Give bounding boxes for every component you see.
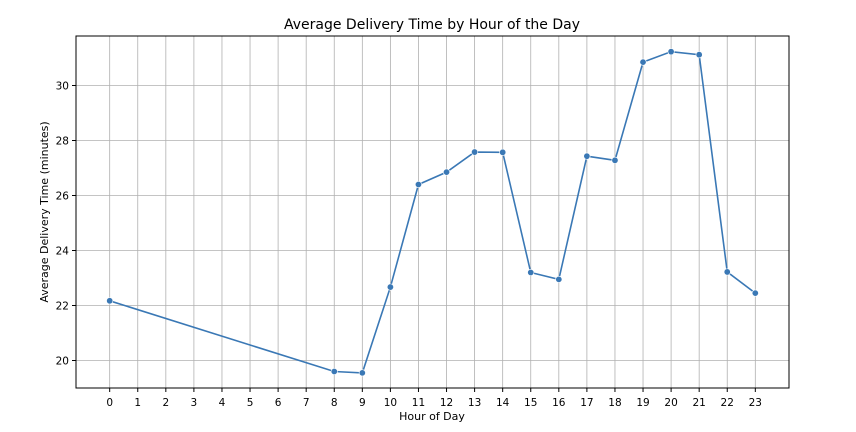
- data-point: [358, 369, 366, 377]
- data-point: [667, 48, 675, 56]
- x-axis-label: Hour of Day: [399, 410, 465, 423]
- plot-frame: [75, 35, 790, 389]
- x-tick-label: 3: [191, 397, 198, 409]
- y-tick-label: 24: [56, 246, 70, 258]
- y-tick-label: 20: [56, 356, 69, 368]
- data-point: [583, 152, 591, 160]
- x-tick-label: 14: [496, 397, 510, 409]
- x-tick-label: 6: [275, 397, 282, 409]
- series-line: [109, 50, 756, 374]
- y-axis-label: Average Delivery Time (minutes): [38, 121, 51, 302]
- x-tick-label: 18: [608, 397, 621, 409]
- data-point: [723, 268, 731, 276]
- x-tick-label: 15: [524, 397, 537, 409]
- x-tick-label: 23: [749, 397, 762, 409]
- data-point: [555, 275, 563, 283]
- ticks-layer: 0 1 2 3 4 5 6 7 8 9 10 11 12 13 14 15 16 17 18 19 20 21 22 2320…: [56, 81, 762, 410]
- x-tick-label: 11: [412, 397, 425, 409]
- y-tick-label: 30: [56, 81, 69, 93]
- x-tick-label: 17: [580, 397, 593, 409]
- grid-layer: [76, 36, 789, 388]
- x-tick-label: 7: [303, 397, 310, 409]
- x-tick-label: 21: [692, 397, 705, 409]
- x-tick-label: 0: [106, 397, 113, 409]
- data-point: [751, 289, 759, 297]
- chart-title: Average Delivery Time by Hour of the Day: [284, 17, 580, 33]
- data-point: [330, 367, 338, 375]
- x-tick-label: 19: [636, 397, 649, 409]
- data-point: [527, 268, 535, 276]
- y-tick-label: 28: [56, 136, 69, 148]
- x-tick-label: 2: [162, 397, 169, 409]
- x-tick-label: 12: [440, 397, 453, 409]
- x-tick-label: 20: [664, 397, 677, 409]
- data-point: [639, 58, 647, 66]
- data-point: [611, 156, 619, 164]
- x-tick-label: 13: [468, 397, 481, 409]
- y-tick-label: 22: [56, 301, 69, 313]
- data-point: [695, 51, 703, 59]
- series-layer: [106, 48, 759, 377]
- x-tick-label: 22: [721, 397, 734, 409]
- x-tick-label: 9: [359, 397, 366, 409]
- data-point: [471, 148, 479, 156]
- data-point: [499, 148, 507, 156]
- x-tick-label: 16: [552, 397, 566, 409]
- data-point: [443, 168, 451, 176]
- x-tick-label: 1: [134, 397, 141, 409]
- data-point: [106, 297, 114, 305]
- data-point: [414, 181, 422, 189]
- x-tick-label: 8: [331, 397, 338, 409]
- data-point: [386, 283, 394, 291]
- x-tick-label: 10: [384, 397, 397, 409]
- x-tick-label: 4: [219, 397, 226, 409]
- x-tick-label: 5: [247, 397, 254, 409]
- y-tick-label: 26: [56, 191, 70, 203]
